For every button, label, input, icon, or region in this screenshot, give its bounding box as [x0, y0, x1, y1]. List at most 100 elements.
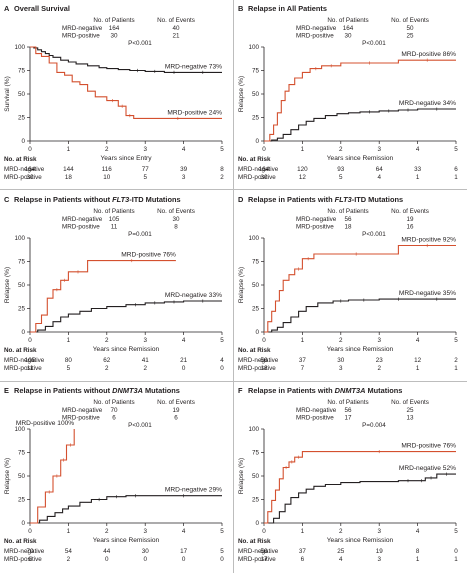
table-events-value: 25 [406, 33, 414, 40]
curve-mrd-positive [30, 429, 75, 524]
x-tick-label: 5 [220, 337, 224, 344]
x-axis-label: Years since Remission [327, 155, 394, 162]
x-axis-label: Years since Remission [93, 346, 160, 353]
risk-value: 93 [337, 166, 345, 173]
risk-value: 0 [220, 556, 224, 563]
y-axis-label: Relapse (%) [4, 458, 11, 494]
x-tick-label: 0 [28, 337, 32, 344]
table-row-label: MRD-positive [296, 33, 334, 40]
x-tick-label: 5 [220, 146, 224, 153]
risk-value: 6 [301, 556, 305, 563]
y-tick-label: 25 [252, 306, 260, 313]
y-tick-label: 0 [255, 520, 259, 527]
y-tick-label: 50 [252, 91, 260, 98]
p-value: P<0.001 [362, 40, 386, 47]
curve-annotation: MRD-positive 76% [401, 443, 456, 450]
panel-title-part: DNMT3A [112, 386, 143, 395]
risk-row-label: MRD-negative [4, 357, 45, 364]
x-tick-label: 0 [28, 528, 32, 535]
risk-value: 2 [67, 556, 71, 563]
table-header-events: No. of Events [391, 17, 429, 24]
table-patients-value: 164 [343, 25, 354, 32]
risk-value: 1 [454, 556, 458, 563]
table-events-value: 50 [406, 25, 414, 32]
panel-title-part: Mutations [143, 386, 180, 395]
risk-row-label: MRD-positive [238, 174, 276, 181]
risk-value: 17 [180, 548, 188, 555]
risk-value: 33 [414, 166, 422, 173]
risk-value: 5 [220, 548, 224, 555]
p-value: P=0.004 [362, 422, 386, 429]
table-patients-value: 70 [110, 407, 118, 414]
curve-mrd-positive [30, 260, 176, 333]
y-tick-label: 100 [248, 235, 259, 242]
curve-annotation: MRD-positive 100% [16, 420, 74, 427]
y-tick-label: 50 [18, 282, 26, 289]
risk-value: 2 [454, 357, 458, 364]
risk-value: 164 [259, 166, 270, 173]
risk-value: 37 [299, 548, 307, 555]
x-axis-label: Years since Remission [327, 537, 394, 544]
x-tick-label: 4 [182, 528, 186, 535]
y-tick-label: 50 [252, 473, 260, 480]
panel-title-part: DNMT3A [335, 386, 366, 395]
panel-letter: C [4, 195, 10, 204]
x-tick-label: 1 [301, 146, 305, 153]
x-tick-label: 4 [182, 146, 186, 153]
risk-value: 5 [67, 365, 71, 372]
table-patients-value: 17 [344, 415, 352, 422]
x-tick-label: 3 [377, 337, 381, 344]
y-tick-label: 75 [252, 68, 260, 75]
risk-value: 80 [65, 357, 73, 364]
risk-value: 30 [26, 174, 34, 181]
risk-value: 18 [260, 365, 268, 372]
x-tick-label: 0 [28, 146, 32, 153]
risk-value: 39 [180, 166, 188, 173]
table-events-value: 21 [172, 33, 180, 40]
table-header-patients: No. of Patients [327, 399, 368, 406]
x-tick-label: 5 [454, 337, 458, 344]
x-tick-label: 0 [262, 337, 266, 344]
y-axis-label: Survival (%) [4, 76, 11, 112]
risk-value: 0 [182, 365, 186, 372]
x-tick-label: 0 [262, 146, 266, 153]
risk-title: No. at Risk [4, 538, 37, 545]
y-tick-label: 0 [21, 329, 25, 336]
x-tick-label: 2 [339, 528, 343, 535]
y-tick-label: 50 [252, 282, 260, 289]
curve-mrd-negative [30, 300, 222, 333]
y-tick-label: 0 [255, 329, 259, 336]
risk-value: 144 [63, 166, 74, 173]
curve-annotation: MRD-negative 33% [165, 292, 222, 299]
y-tick-label: 50 [18, 91, 26, 98]
panel-letter: B [238, 4, 243, 13]
risk-title: No. at Risk [238, 156, 271, 163]
risk-value: 56 [260, 548, 268, 555]
table-patients-value: 6 [112, 415, 116, 422]
x-tick-label: 1 [301, 337, 305, 344]
risk-row-label: MRD-negative [4, 166, 45, 173]
y-tick-label: 100 [248, 44, 259, 51]
risk-value: 6 [454, 166, 458, 173]
x-axis-label: Years since Remission [327, 346, 394, 353]
panel-title-part: Relapse in All Patients [248, 4, 327, 13]
curve-mrd-negative [30, 46, 222, 73]
risk-value: 8 [220, 166, 224, 173]
panel-title-part: FLT3 [112, 195, 130, 204]
table-header-events: No. of Events [157, 208, 195, 215]
table-header-patients: No. of Patients [93, 399, 134, 406]
panel-title-part: Mutations [365, 386, 402, 395]
curve-mrd-positive [264, 59, 456, 142]
risk-value: 0 [454, 548, 458, 555]
risk-value: 12 [299, 174, 307, 181]
y-tick-label: 75 [252, 450, 260, 457]
table-row-label: MRD-negative [62, 25, 103, 32]
km-chart-c: C Relapse in Patients without FLT3-ITD Mu… [4, 195, 224, 372]
risk-value: 18 [65, 174, 73, 181]
risk-value: 62 [103, 357, 111, 364]
table-patients-value: 56 [344, 216, 352, 223]
risk-title: No. at Risk [4, 156, 37, 163]
risk-value: 2 [377, 365, 381, 372]
panel-title-part: -ITD Mutations [352, 195, 403, 204]
